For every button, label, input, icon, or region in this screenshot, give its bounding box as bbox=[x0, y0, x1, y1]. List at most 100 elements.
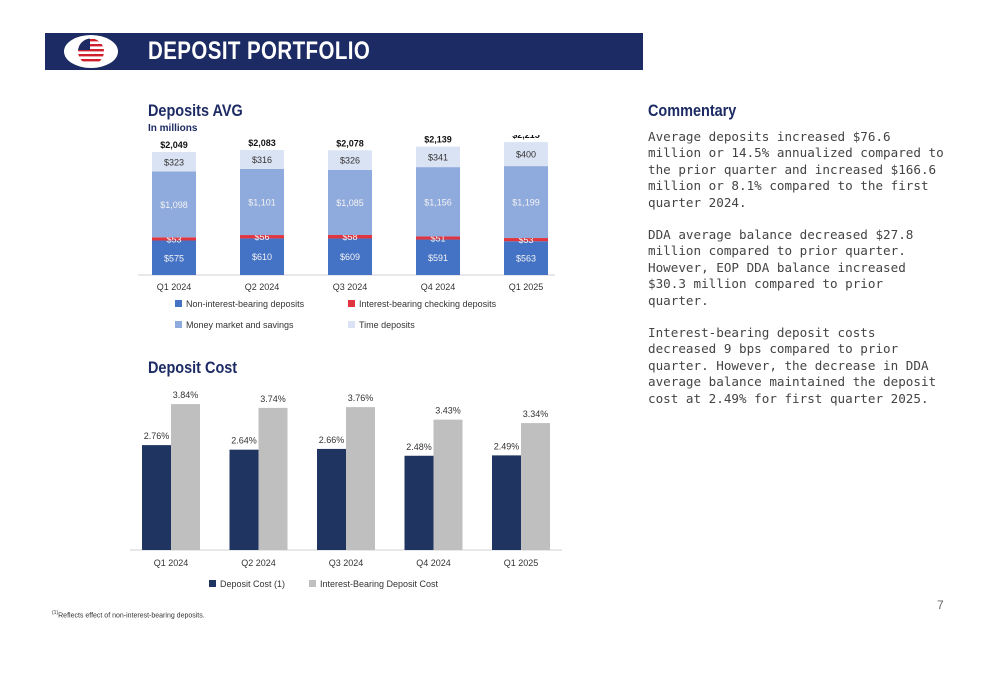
data-label: $609 bbox=[340, 252, 360, 262]
bar bbox=[492, 455, 521, 550]
data-label: $1,085 bbox=[336, 198, 364, 208]
data-label: $1,101 bbox=[248, 198, 276, 208]
data-label: 3.74% bbox=[260, 394, 286, 404]
legend-label: Interest-Bearing Deposit Cost bbox=[320, 579, 439, 589]
flag-logo-icon bbox=[61, 33, 121, 70]
legend-swatch bbox=[175, 321, 182, 328]
x-tick-label: Q4 2024 bbox=[416, 558, 451, 568]
bar-segment bbox=[240, 238, 284, 275]
total-label: $2,078 bbox=[336, 138, 364, 148]
footnote-marker: (1) bbox=[52, 610, 59, 616]
data-label: $400 bbox=[516, 150, 536, 160]
bar-segment bbox=[328, 150, 372, 170]
legend-label: Deposit Cost (1) bbox=[220, 579, 285, 589]
bar bbox=[346, 407, 375, 550]
total-label: $2,139 bbox=[424, 135, 452, 145]
deposits-chart-subtitle: In millions bbox=[148, 123, 198, 134]
x-tick-label: Q1 2024 bbox=[157, 282, 192, 292]
legend-swatch bbox=[209, 580, 216, 587]
bar-segment bbox=[416, 146, 460, 168]
bar-segment bbox=[416, 236, 460, 240]
legend-swatch bbox=[348, 300, 355, 307]
total-label: $2,215 bbox=[512, 135, 540, 140]
bar-segment bbox=[328, 169, 372, 235]
data-label: 3.76% bbox=[348, 393, 374, 403]
data-label: $1,156 bbox=[424, 197, 452, 207]
data-label: 3.43% bbox=[435, 406, 461, 416]
bar-segment bbox=[152, 240, 196, 275]
bar-segment bbox=[504, 238, 548, 242]
bar-segment bbox=[328, 238, 372, 275]
commentary-paragraph: DDA average balance decreased $27.8 mill… bbox=[648, 227, 914, 308]
bar-segment bbox=[240, 235, 284, 239]
commentary-text: Average deposits increased $76.6 million… bbox=[648, 129, 948, 423]
legend-label: Money market and savings bbox=[186, 320, 294, 330]
data-label: 2.66% bbox=[319, 435, 345, 445]
bar-segment bbox=[328, 234, 372, 239]
cost-chart-title: Deposit Cost bbox=[148, 358, 238, 377]
data-label: 2.64% bbox=[231, 436, 257, 446]
legend-label: Time deposits bbox=[359, 320, 415, 330]
data-label: $323 bbox=[164, 157, 184, 167]
bar bbox=[229, 449, 259, 550]
data-label: $53 bbox=[166, 234, 181, 244]
x-tick-label: Q1 2024 bbox=[154, 558, 189, 568]
legend-swatch bbox=[309, 580, 316, 587]
footnote-text: Reflects effect of non-interest-bearing … bbox=[58, 612, 205, 620]
bar-segment bbox=[416, 239, 460, 275]
data-label: $53 bbox=[518, 235, 533, 245]
data-label: $316 bbox=[252, 155, 272, 165]
data-label: $1,098 bbox=[160, 200, 188, 210]
data-label: $341 bbox=[428, 152, 448, 162]
bar-segment bbox=[416, 167, 460, 237]
data-label: $51 bbox=[430, 234, 445, 244]
deposits-chart-title: Deposits AVG bbox=[148, 101, 243, 120]
data-label: 3.84% bbox=[173, 390, 199, 400]
legend-label: Non-interest-bearing deposits bbox=[186, 299, 305, 309]
x-tick-label: Q1 2025 bbox=[504, 558, 539, 568]
data-label: $56 bbox=[254, 232, 269, 242]
bar bbox=[317, 448, 346, 550]
bar-segment bbox=[152, 237, 196, 241]
bar-segment bbox=[504, 166, 548, 239]
footnote: (1)Reflects effect of non-interest-beari… bbox=[52, 610, 205, 619]
bar-segment bbox=[240, 150, 284, 169]
total-label: $2,049 bbox=[160, 140, 188, 150]
x-tick-label: Q3 2024 bbox=[333, 282, 368, 292]
bar bbox=[521, 423, 550, 550]
commentary-paragraph: Average deposits increased $76.6 million… bbox=[648, 129, 944, 210]
deposits-stacked-bar-chart: $575 $53 $1,098 $323 $2,049 Q1 2024 $610 $56 $1,… bbox=[138, 135, 555, 330]
x-tick-label: Q2 2024 bbox=[241, 558, 276, 568]
bar bbox=[142, 445, 171, 550]
bar bbox=[404, 455, 434, 550]
data-label: 2.48% bbox=[406, 442, 432, 452]
x-tick-label: Q3 2024 bbox=[329, 558, 364, 568]
bar-segment bbox=[240, 168, 284, 236]
data-label: $610 bbox=[252, 252, 272, 262]
total-label: $2,083 bbox=[248, 138, 276, 148]
data-label: $58 bbox=[342, 232, 357, 242]
data-label: $575 bbox=[164, 253, 184, 263]
data-label: 2.49% bbox=[494, 441, 520, 451]
page-number: 7 bbox=[937, 598, 944, 612]
deposit-cost-bar-chart: 2.76% 3.84% Q1 2024 2.64% 3.74% Q2 2024 2.66% 3… bbox=[130, 390, 562, 589]
bar-segment bbox=[504, 241, 548, 275]
bar-segment bbox=[152, 152, 196, 172]
bar bbox=[171, 404, 200, 550]
x-tick-label: Q2 2024 bbox=[245, 282, 280, 292]
data-label: 3.34% bbox=[523, 409, 549, 419]
legend-swatch bbox=[175, 300, 182, 307]
x-tick-label: Q1 2025 bbox=[509, 282, 544, 292]
data-label: $591 bbox=[428, 253, 448, 263]
data-label: 2.76% bbox=[144, 431, 170, 441]
bar bbox=[433, 419, 463, 550]
commentary-title: Commentary bbox=[648, 101, 737, 120]
bar bbox=[258, 407, 288, 550]
bar-segment bbox=[504, 142, 548, 167]
header-bar bbox=[45, 33, 643, 70]
legend-label: Interest-bearing checking deposits bbox=[359, 299, 497, 309]
legend-swatch bbox=[348, 321, 355, 328]
x-tick-label: Q4 2024 bbox=[421, 282, 456, 292]
data-label: $1,199 bbox=[512, 198, 540, 208]
data-label: $563 bbox=[516, 254, 536, 264]
